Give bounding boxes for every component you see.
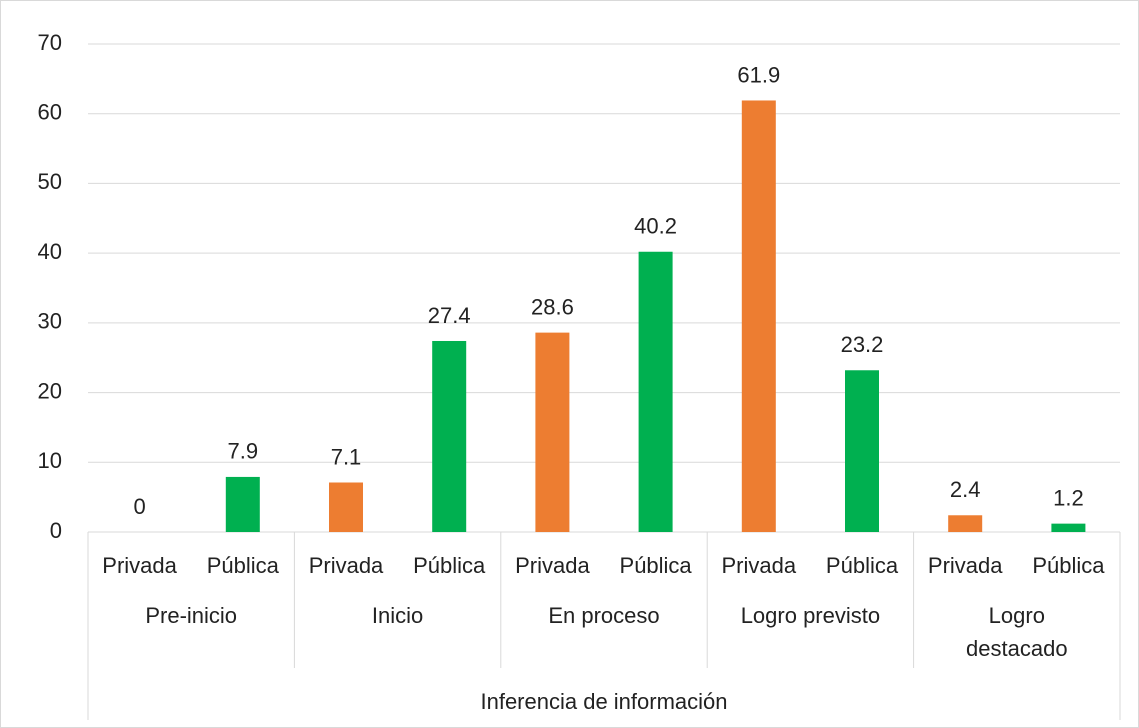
category-label: Logro previsto — [741, 603, 880, 628]
data-label: 23.2 — [841, 332, 884, 357]
category-label: Pre-inicio — [145, 603, 237, 628]
bar — [845, 370, 879, 532]
sub-category-label: Pública — [413, 553, 486, 578]
category-label: En proceso — [548, 603, 659, 628]
y-tick-label: 60 — [38, 100, 62, 125]
data-label: 27.4 — [428, 303, 471, 328]
data-label: 7.1 — [331, 444, 362, 469]
sub-category-label: Pública — [1032, 553, 1105, 578]
bar — [948, 515, 983, 532]
sub-category-label: Privada — [309, 553, 384, 578]
sub-category-label: Privada — [102, 553, 177, 578]
bar — [535, 332, 570, 532]
data-label: 7.9 — [228, 439, 259, 464]
bar — [741, 100, 776, 533]
data-label: 28.6 — [531, 294, 574, 319]
data-label: 1.2 — [1053, 485, 1084, 510]
bar — [638, 251, 673, 532]
category-label: Logro destacado — [966, 603, 1068, 661]
bar — [225, 476, 260, 532]
x-axis-label: Inferencia de información — [480, 689, 727, 714]
sub-category-label: Pública — [620, 553, 693, 578]
sub-category-label: Privada — [515, 553, 590, 578]
category-label: Inicio — [372, 603, 423, 628]
y-tick-label: 70 — [38, 30, 62, 55]
data-label: 61.9 — [737, 62, 780, 87]
y-tick-label: 0 — [50, 518, 62, 543]
sub-category-label: Pública — [207, 553, 280, 578]
bar — [329, 482, 363, 532]
bar — [1051, 523, 1086, 532]
y-tick-label: 30 — [38, 309, 62, 334]
bar — [432, 340, 467, 532]
data-label: 2.4 — [950, 477, 981, 502]
sub-category-label: Pública — [826, 553, 899, 578]
sub-category-label: Privada — [722, 553, 797, 578]
data-label: 40.2 — [634, 214, 677, 239]
data-label: 0 — [133, 494, 145, 519]
y-tick-label: 10 — [38, 448, 62, 473]
sub-category-label: Privada — [928, 553, 1003, 578]
y-tick-label: 50 — [38, 169, 62, 194]
y-tick-label: 40 — [38, 239, 62, 264]
y-tick-label: 20 — [38, 378, 62, 403]
